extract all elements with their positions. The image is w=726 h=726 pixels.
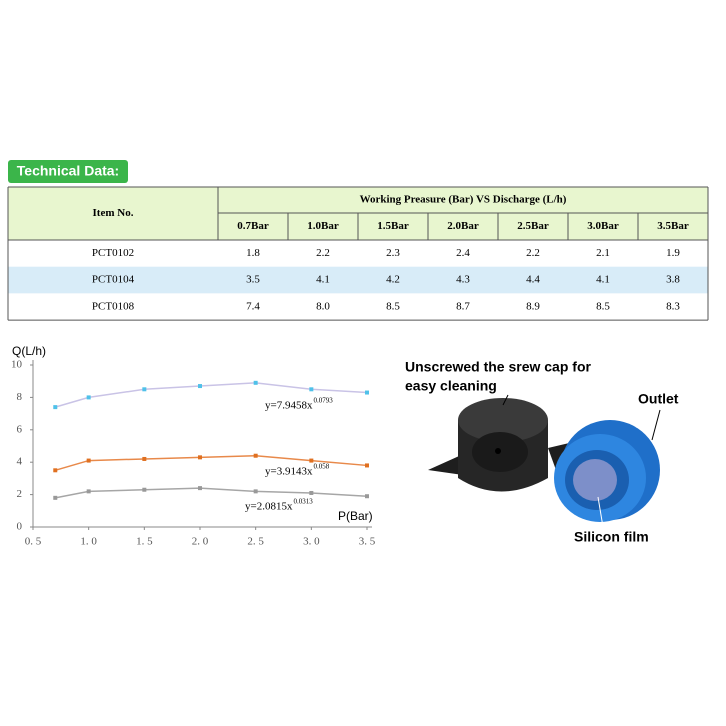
cell: 2.4 bbox=[456, 247, 470, 259]
caption: Outlet bbox=[638, 391, 679, 407]
column-header: 3.0Bar bbox=[587, 220, 619, 232]
y-tick-label: 4 bbox=[17, 456, 23, 468]
leader-line bbox=[651, 409, 661, 441]
point-marker bbox=[253, 453, 258, 458]
column-header: 2.0Bar bbox=[447, 220, 479, 232]
point-marker bbox=[198, 455, 202, 460]
column-header: 1.0Bar bbox=[307, 220, 339, 232]
cell: PCT0108 bbox=[92, 300, 135, 312]
point-marker bbox=[309, 387, 314, 392]
point-marker bbox=[53, 468, 58, 473]
point-marker bbox=[142, 387, 147, 392]
cell: 3.8 bbox=[666, 274, 680, 286]
cell: PCT0104 bbox=[92, 274, 135, 286]
point-marker bbox=[365, 390, 369, 395]
column-header: 1.5Bar bbox=[377, 220, 409, 232]
cell: 4.3 bbox=[456, 274, 470, 286]
equation: y=2.0815x bbox=[245, 501, 293, 513]
x-tick-label: 2. 0 bbox=[192, 536, 209, 548]
equation: y=3.9143x bbox=[265, 466, 313, 478]
y-tick-label: 0 bbox=[17, 521, 23, 533]
point-marker bbox=[142, 456, 147, 461]
cell: 8.0 bbox=[316, 300, 330, 312]
cell: 4.1 bbox=[596, 274, 610, 286]
point-marker bbox=[253, 380, 258, 385]
cell: 8.7 bbox=[456, 300, 470, 312]
silicon-film bbox=[573, 459, 617, 501]
x-tick-label: 1. 0 bbox=[80, 536, 97, 548]
point-marker bbox=[365, 463, 369, 468]
cell: 8.3 bbox=[666, 300, 680, 312]
point-marker bbox=[309, 458, 314, 463]
equation-exponent: 0.058 bbox=[313, 463, 329, 471]
point-marker bbox=[365, 494, 369, 499]
y-tick-label: 6 bbox=[17, 423, 23, 435]
table: Item No. Working Preasure (Bar) VS Discha… bbox=[7, 186, 709, 321]
cell: 2.3 bbox=[386, 247, 400, 259]
y-axis-label: Q(L/h) bbox=[12, 344, 46, 358]
cell: 8.5 bbox=[386, 300, 400, 312]
cell: 8.5 bbox=[596, 300, 610, 312]
x-tick-label: 3. 0 bbox=[303, 536, 320, 548]
cell: 2.1 bbox=[596, 247, 610, 259]
cell: 4.1 bbox=[316, 274, 330, 286]
leader-line bbox=[502, 394, 509, 406]
caption: Silicon film bbox=[574, 529, 649, 545]
cell: 1.8 bbox=[246, 247, 260, 259]
cell: 1.9 bbox=[666, 247, 680, 259]
badge-text: Technical Data: bbox=[17, 163, 119, 179]
x-tick-label: 2. 5 bbox=[247, 536, 264, 548]
cap-center bbox=[495, 448, 501, 454]
cell: 4.2 bbox=[386, 274, 400, 286]
equation: y=7.9458x bbox=[265, 400, 313, 412]
header-cell: Item No. bbox=[93, 207, 134, 219]
leader-line bbox=[597, 496, 604, 528]
cell: 3.5 bbox=[246, 274, 260, 286]
chart: 0 2 4 6 8 10 0. 5 1. 0 1. 5 2. 0 2. 5 3. 0 3. 5 Q(L/h… bbox=[11, 344, 376, 547]
y-tick-label: 2 bbox=[17, 488, 23, 500]
caption: easy cleaning bbox=[405, 378, 497, 394]
cell: 8.9 bbox=[526, 300, 540, 312]
y-tick-label: 10 bbox=[11, 359, 23, 371]
black-cap-top bbox=[458, 398, 548, 442]
point-marker bbox=[53, 405, 58, 410]
x-tick-label: 1. 5 bbox=[136, 536, 153, 548]
series-line bbox=[55, 487, 368, 499]
caption: Unscrewed the srew cap for bbox=[405, 359, 592, 375]
point-marker bbox=[53, 495, 58, 500]
point-marker bbox=[86, 489, 91, 494]
point-marker bbox=[198, 384, 202, 389]
column-header: 3.5Bar bbox=[657, 220, 689, 232]
cell: 2.2 bbox=[526, 247, 540, 259]
x-axis-label: P(Bar) bbox=[338, 509, 373, 523]
point-marker bbox=[142, 487, 147, 492]
header-cell: Working Preasure (Bar) VS Discharge (L/h… bbox=[360, 194, 567, 206]
cell: 2.2 bbox=[316, 247, 330, 259]
point-marker bbox=[309, 490, 314, 495]
equation-exponent: 0.0313 bbox=[293, 498, 313, 506]
row-bg bbox=[8, 266, 708, 294]
equation-exponent: 0.0793 bbox=[313, 397, 333, 405]
product-photo: Unscrewed the srew cap for easy cleaning… bbox=[405, 359, 679, 545]
point-marker bbox=[86, 458, 91, 463]
cell: 7.4 bbox=[246, 300, 260, 312]
row-bg bbox=[8, 293, 708, 321]
point-marker bbox=[86, 395, 91, 400]
point-marker bbox=[198, 486, 202, 491]
badge bbox=[8, 160, 128, 183]
point-marker bbox=[253, 489, 258, 494]
x-tick-label: 3. 5 bbox=[359, 536, 376, 548]
column-header: 2.5Bar bbox=[517, 220, 549, 232]
y-tick-label: 8 bbox=[17, 391, 23, 403]
cell: PCT0102 bbox=[92, 247, 134, 259]
column-header: 0.7Bar bbox=[237, 220, 269, 232]
row-bg bbox=[8, 240, 708, 267]
cell: 4.4 bbox=[526, 274, 540, 286]
x-tick-label: 0. 5 bbox=[25, 536, 42, 548]
